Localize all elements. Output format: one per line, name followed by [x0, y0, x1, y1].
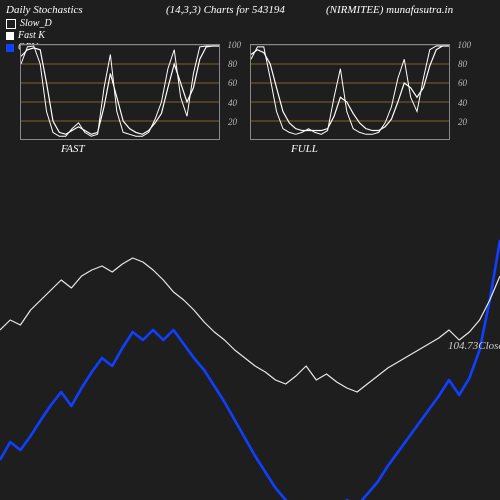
fast-stochastic-chart: FAST 20406080100 [20, 44, 220, 140]
header-title-left: Daily Stochastics [6, 4, 166, 16]
ytick-100: 100 [228, 40, 242, 50]
mini-charts-row: FAST 20406080100 FULL 20406080100 [20, 44, 450, 140]
header-title-right: (NIRMITEE) munafasutra.in [326, 4, 494, 16]
ytick-20: 20 [458, 117, 467, 127]
ytick-100: 100 [458, 40, 472, 50]
mini-label-fast: FAST [61, 143, 85, 155]
legend-label-slowd: Slow_D [20, 18, 52, 30]
mini-label-full: FULL [291, 143, 318, 155]
legend-swatch-fastk [6, 32, 14, 40]
price-obv-chart: 104.73Close [0, 180, 500, 500]
ytick-60: 60 [458, 78, 467, 88]
ytick-40: 40 [228, 98, 237, 108]
ytick-80: 80 [458, 59, 467, 69]
header-title-mid: (14,3,3) Charts for 543194 [166, 4, 326, 16]
ytick-60: 60 [228, 78, 237, 88]
ytick-20: 20 [228, 117, 237, 127]
full-stochastic-chart: FULL 20406080100 [250, 44, 450, 140]
legend-swatch-obv [6, 44, 14, 52]
ytick-80: 80 [228, 59, 237, 69]
ytick-40: 40 [458, 98, 467, 108]
legend-item-fastk: Fast K [6, 30, 52, 42]
legend-swatch-slowd [6, 19, 16, 29]
legend-item-slowd: Slow_D [6, 18, 52, 30]
close-annotation: 104.73Close [448, 340, 500, 352]
legend-label-fastk: Fast K [18, 30, 45, 42]
